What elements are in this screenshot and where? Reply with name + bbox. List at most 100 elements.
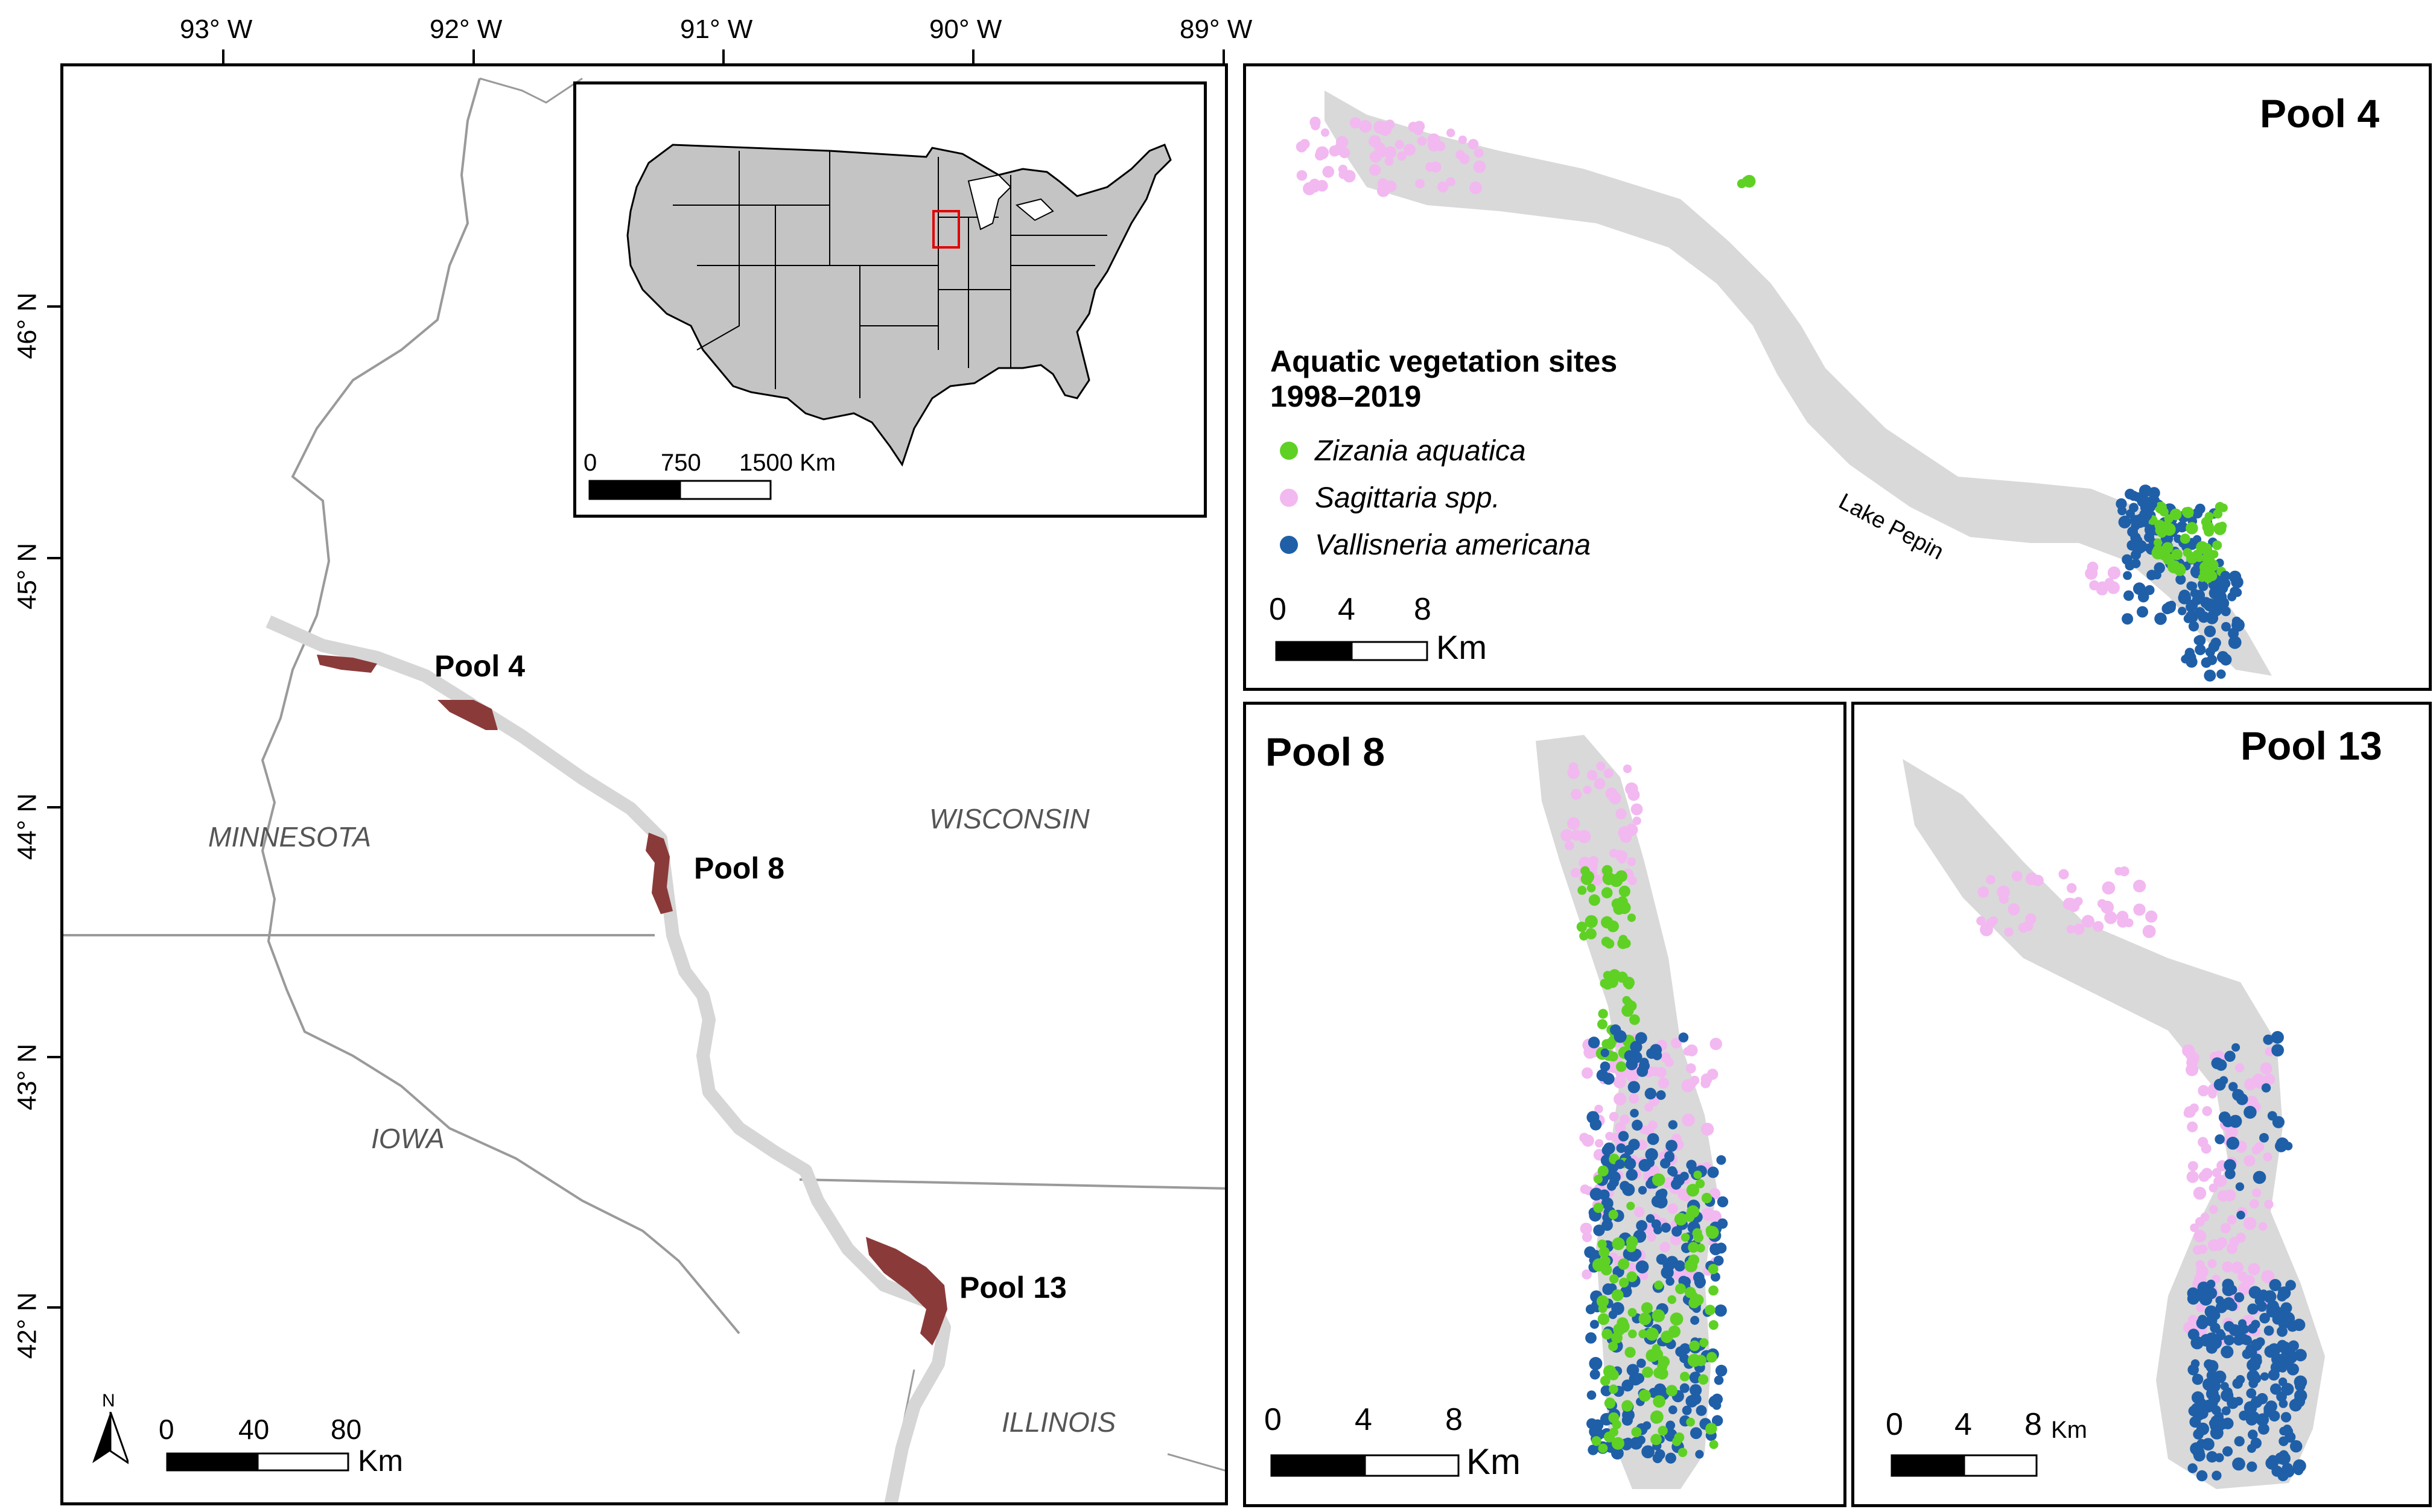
vegetation-site-dot [1415, 179, 1425, 189]
vegetation-site-dot [2104, 911, 2117, 924]
vegetation-site-dot [2181, 655, 2190, 664]
vegetation-site-dot [1618, 1277, 1629, 1288]
vegetation-site-dot [1564, 840, 1574, 851]
vegetation-site-dot [1630, 1041, 1643, 1053]
vegetation-site-dot [1716, 1242, 1727, 1254]
inset-scale-tick-1500: 1500 Km [739, 449, 836, 476]
vegetation-site-dot [1408, 121, 1419, 133]
vegetation-site-dot [1688, 1297, 1700, 1309]
vegetation-site-dot [1626, 1069, 1639, 1082]
main-map-canvas[interactable] [63, 66, 1228, 1505]
vegetation-site-dot [1613, 1075, 1627, 1088]
vegetation-site-dot [1594, 1104, 1603, 1114]
vegetation-site-dot [1622, 1408, 1635, 1421]
vegetation-site-dot [1685, 1063, 1696, 1074]
vegetation-site-dot [1631, 1426, 1642, 1438]
vegetation-site-dot [2127, 526, 2139, 538]
pool13-scale-bar [1891, 1454, 2038, 1477]
vegetation-site-dot [1684, 1259, 1698, 1272]
vegetation-site-dot [2200, 1212, 2210, 1222]
vegetation-site-dot [1585, 1332, 1597, 1344]
vegetation-site-dot [2280, 1352, 2290, 1362]
vegetation-site-dot [2186, 1063, 2199, 1076]
vegetation-site-dot [1627, 857, 1636, 866]
vegetation-site-dot [1320, 128, 1330, 137]
vegetation-site-dot [1714, 1304, 1727, 1317]
pool4-panel[interactable]: Pool 4 Lake Pepin Aquatic vegetation sit… [1243, 63, 2432, 691]
vegetation-site-dot [1642, 1367, 1653, 1378]
vegetation-site-dot [1667, 1295, 1677, 1304]
pool13-scale-tick-8: 8 [2024, 1407, 2042, 1442]
vegetation-site-dot [1678, 1032, 1689, 1043]
vegetation-site-dot [2279, 1436, 2289, 1446]
vegetation-site-dot [2066, 925, 2075, 934]
vegetation-site-dot [2170, 508, 2182, 521]
vegetation-site-dot [2123, 590, 2134, 601]
vegetation-site-dot [1611, 1437, 1624, 1450]
vegetation-site-dot [1653, 1385, 1665, 1396]
vegetation-site-dot [1374, 142, 1386, 154]
vegetation-site-dot [2247, 1370, 2260, 1383]
vegetation-site-dot [1690, 1384, 1702, 1397]
vegetation-site-dot [1601, 1329, 1613, 1340]
vegetation-site-dot [1659, 1242, 1670, 1253]
vegetation-site-dot [2206, 559, 2219, 572]
vegetation-site-dot [2188, 621, 2199, 632]
vegetation-site-dot [1698, 1374, 1709, 1385]
vegetation-site-dot [1695, 1279, 1705, 1289]
vegetation-site-dot [1633, 1207, 1645, 1218]
vegetation-site-dot [1656, 1254, 1667, 1265]
vegetation-site-dot [1679, 1371, 1690, 1382]
vegetation-site-dot [1613, 1323, 1626, 1336]
vegetation-site-dot [2275, 1137, 2289, 1151]
vegetation-site-dot [1675, 1283, 1686, 1295]
vegetation-site-dot [1598, 1247, 1610, 1258]
state-label-illinois: ILLINOIS [1002, 1406, 1116, 1438]
vegetation-site-dot [1586, 1418, 1597, 1429]
vegetation-site-dot [1665, 1420, 1676, 1431]
vegetation-site-dot [1652, 1309, 1665, 1323]
legend-title-line2: 1998–2019 [1270, 380, 1422, 413]
vegetation-site-dot [2257, 1423, 2269, 1435]
vegetation-site-dot [2184, 1106, 2196, 1118]
vegetation-site-dot [1708, 1263, 1719, 1274]
pool8-scale-bar [1270, 1454, 1460, 1477]
vegetation-site-dot [1581, 1067, 1593, 1079]
vegetation-site-dot [2193, 1291, 2204, 1301]
vegetation-site-dot [1609, 1384, 1618, 1394]
vegetation-site-dot [2220, 1222, 2231, 1234]
vegetation-site-dot [1658, 1188, 1668, 1198]
vegetation-site-dot [1668, 1325, 1681, 1338]
vegetation-site-dot [2178, 606, 2187, 615]
vegetation-site-dot [1690, 1427, 1702, 1440]
vegetation-site-dot [1712, 1401, 1722, 1410]
vegetation-site-dot [1716, 1155, 1726, 1165]
vegetation-site-dot [2198, 1085, 2210, 1097]
legend-item-sagittaria: Sagittaria spp. [1270, 474, 1617, 521]
vegetation-site-dot [1580, 1222, 1592, 1235]
vegetation-site-dot [2294, 1380, 2306, 1391]
vegetation-site-dot [2197, 1318, 2208, 1330]
pool4-shape-b [437, 700, 498, 730]
vegetation-site-dot [1335, 136, 1349, 148]
vegetation-site-dot [1615, 1061, 1627, 1072]
vegetation-site-dot [2209, 1393, 2221, 1404]
vegetation-site-dot [2201, 1143, 2212, 1154]
vegetation-site-dot [2272, 1116, 2285, 1128]
vegetation-site-dot [2192, 535, 2202, 544]
pool8-panel[interactable]: Pool 8 0 4 8 Km [1243, 702, 1846, 1507]
vegetation-site-dot [1645, 1327, 1659, 1341]
vegetation-site-dot [2186, 1171, 2199, 1183]
vegetation-site-dot [2220, 1382, 2229, 1391]
vegetation-site-dot [2105, 577, 2114, 588]
vegetation-site-dot [1667, 1203, 1678, 1214]
pool13-panel[interactable]: Pool 13 0 4 8 Km [1851, 702, 2432, 1507]
vegetation-site-dot [1603, 768, 1614, 778]
us-inset-panel[interactable]: 0 750 1500 Km [573, 81, 1207, 518]
vegetation-site-dot [1651, 1348, 1664, 1361]
vegetation-site-dot [2161, 542, 2174, 554]
vegetation-site-dot [1359, 119, 1372, 133]
vegetation-site-dot [1653, 1367, 1665, 1379]
main-map-panel[interactable]: MINNESOTA WISCONSIN IOWA ILLINOIS Pool 4… [60, 63, 1228, 1505]
lon-label-92: 92° W [430, 14, 503, 44]
